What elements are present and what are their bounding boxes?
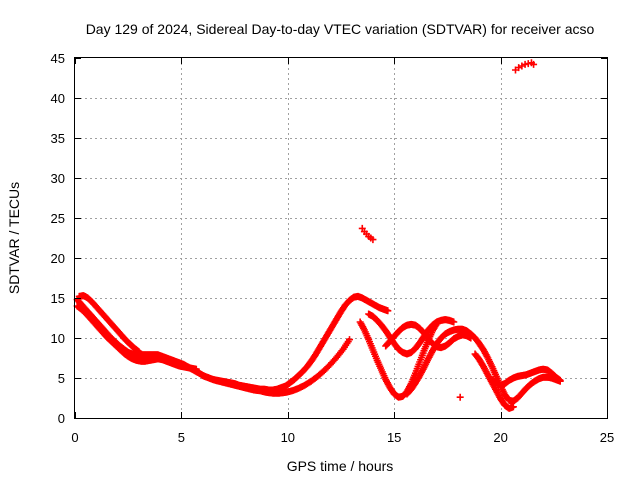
axis-ticks: 0 5 10 15 20 25 0 5 10 15 20 25 30 35 40 45	[51, 51, 615, 445]
data-point	[384, 307, 392, 315]
y-tick-label: 25	[51, 211, 65, 226]
x-tick-label: 15	[387, 430, 401, 445]
grid	[75, 58, 607, 418]
y-tick-label: 10	[51, 331, 65, 346]
data-point	[135, 348, 143, 356]
data-point	[450, 318, 458, 326]
x-tick-label: 0	[71, 430, 78, 445]
x-tick-label: 10	[281, 430, 295, 445]
y-tick-label: 20	[51, 251, 65, 266]
chart-title: Day 129 of 2024, Sidereal Day-to-day VTE…	[86, 21, 595, 37]
data-point	[456, 393, 464, 401]
data-point	[556, 376, 564, 384]
y-tick-label: 35	[51, 131, 65, 146]
y-axis-label: SDTVAR / TECUs	[6, 182, 22, 294]
plot-frame	[74, 57, 608, 419]
data-point	[346, 336, 354, 344]
x-tick-label: 5	[178, 430, 185, 445]
data-point	[509, 403, 517, 411]
y-tick-label: 30	[51, 171, 65, 186]
x-axis-label: GPS time / hours	[287, 458, 394, 474]
x-tick-label: 20	[493, 430, 507, 445]
x-tick-label: 25	[600, 430, 614, 445]
y-tick-label: 40	[51, 91, 65, 106]
data-points	[73, 59, 564, 412]
y-tick-label: 0	[58, 411, 65, 426]
data-point	[369, 236, 377, 244]
y-tick-label: 15	[51, 291, 65, 306]
data-point	[192, 365, 200, 373]
data-point	[530, 60, 538, 68]
y-tick-label: 45	[51, 51, 65, 66]
y-tick-label: 5	[58, 371, 65, 386]
